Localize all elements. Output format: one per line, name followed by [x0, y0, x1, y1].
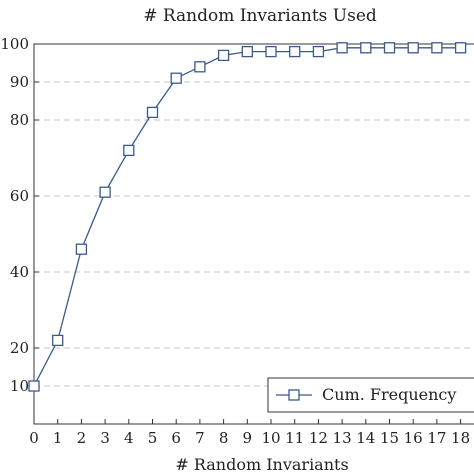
- legend-square-marker: [288, 389, 300, 401]
- data-point: [75, 243, 88, 255]
- x-axis-label: # Random Invariants: [175, 455, 348, 474]
- x-tick-label: 15: [380, 429, 399, 447]
- x-tick-label: 14: [356, 429, 375, 447]
- data-point: [99, 186, 111, 198]
- x-tick-label: 18: [451, 429, 470, 447]
- legend-label: Cum. Frequency: [322, 385, 456, 404]
- data-point: [217, 49, 230, 62]
- data-point: [265, 45, 277, 58]
- data-point: [407, 42, 419, 54]
- x-tick-label: 4: [124, 429, 134, 447]
- data-point: [52, 334, 64, 347]
- data-point: [431, 42, 443, 54]
- grid: [34, 81, 474, 387]
- x-tick-label: 3: [100, 429, 110, 447]
- data-series: [28, 42, 467, 392]
- x-tick-label: 6: [171, 429, 181, 447]
- data-point: [28, 380, 40, 392]
- x-tick-label: 12: [309, 429, 328, 447]
- data-point: [170, 72, 182, 84]
- data-point: [289, 45, 301, 58]
- legend: Cum. Frequency: [267, 377, 474, 413]
- y-tick-label: 20: [10, 339, 29, 357]
- x-tick-label: 10: [261, 429, 280, 447]
- data-point: [360, 42, 372, 54]
- data-point: [123, 144, 135, 157]
- y-tick-label: 100: [0, 35, 29, 53]
- data-point: [312, 45, 325, 58]
- x-tick-label: 13: [333, 429, 352, 447]
- data-point: [454, 42, 467, 54]
- x-tick-label: 2: [77, 429, 87, 447]
- y-tick-label: 60: [10, 187, 29, 205]
- data-point: [194, 61, 206, 73]
- x-tick-label: 8: [219, 429, 229, 447]
- x-tick-label: 9: [243, 429, 253, 447]
- x-tick-label: 0: [29, 429, 39, 447]
- plot-frame: [33, 43, 474, 425]
- data-point: [336, 42, 348, 54]
- chart-title: # Random Invariants Used: [143, 6, 377, 26]
- x-tick-label: 7: [195, 429, 205, 447]
- series-line: [33, 47, 461, 387]
- y-tick-label: 90: [10, 73, 29, 91]
- x-tick-label: 1: [53, 429, 63, 447]
- data-point: [146, 106, 159, 119]
- data-point: [383, 42, 396, 54]
- x-tick-label: 16: [404, 429, 423, 447]
- y-tick-label: 80: [10, 111, 29, 129]
- x-tick-label: 5: [148, 429, 158, 447]
- x-tick-label: 17: [427, 429, 446, 447]
- y-tick-label: 40: [10, 263, 29, 281]
- x-tick-label: 11: [285, 429, 304, 447]
- data-point: [241, 45, 253, 58]
- y-tick-label: 10: [10, 377, 29, 395]
